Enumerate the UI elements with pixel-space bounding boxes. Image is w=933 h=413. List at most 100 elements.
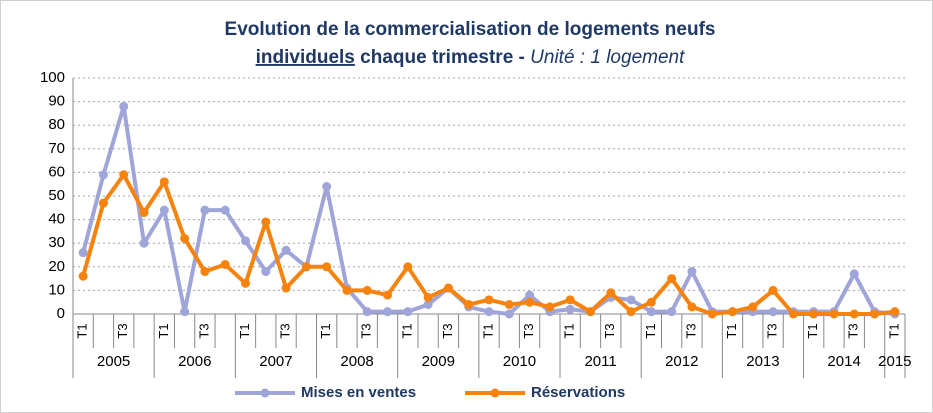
data-point xyxy=(200,205,210,215)
data-point xyxy=(849,269,859,279)
x-group-label: 2015 xyxy=(878,353,911,370)
y-tick-label: 20 xyxy=(48,258,65,275)
data-point xyxy=(728,307,738,317)
data-point xyxy=(139,208,149,218)
x-tick-label: T3 xyxy=(521,323,536,338)
data-point xyxy=(667,274,677,284)
x-group-label: 2013 xyxy=(746,353,779,370)
x-tick-label: T3 xyxy=(359,323,374,338)
x-group-label: 2012 xyxy=(665,353,698,370)
legend-marker xyxy=(260,388,270,398)
data-point xyxy=(687,302,697,312)
y-tick-label: 70 xyxy=(48,140,65,157)
data-point xyxy=(261,267,271,277)
x-tick-label: T1 xyxy=(886,323,901,338)
title-underlined: individuels xyxy=(256,47,355,68)
data-point xyxy=(98,198,108,208)
legend-label: Mises en ventes xyxy=(301,384,416,401)
data-point xyxy=(139,238,149,248)
data-point xyxy=(240,278,250,288)
data-point xyxy=(403,262,413,272)
x-tick-label: T3 xyxy=(846,323,861,338)
data-point xyxy=(870,309,880,319)
x-group-label: 2006 xyxy=(178,353,211,370)
data-point xyxy=(78,271,88,281)
data-point xyxy=(504,309,514,319)
x-tick-label: T3 xyxy=(765,323,780,338)
data-point xyxy=(281,245,291,255)
data-point xyxy=(159,205,169,215)
data-point xyxy=(403,307,413,317)
data-point xyxy=(565,304,575,314)
data-point xyxy=(484,295,494,305)
x-group-label: 2014 xyxy=(827,353,860,370)
x-tick-label: T3 xyxy=(196,323,211,338)
data-point xyxy=(220,205,230,215)
data-point xyxy=(281,283,291,293)
chart-title: Evolution de la commercialisation de log… xyxy=(225,19,716,40)
x-group-label: 2009 xyxy=(422,353,455,370)
data-point xyxy=(626,307,636,317)
x-tick-label: T3 xyxy=(278,323,293,338)
data-point xyxy=(849,309,859,319)
data-point xyxy=(646,297,656,307)
data-point xyxy=(383,290,393,300)
data-point xyxy=(383,307,393,317)
x-group-label: 2008 xyxy=(340,353,373,370)
data-point xyxy=(98,170,108,180)
legend-label: Réservations xyxy=(531,384,625,401)
data-point xyxy=(646,307,656,317)
x-group-label: 2011 xyxy=(584,353,616,370)
data-point xyxy=(504,300,514,310)
y-tick-label: 40 xyxy=(48,211,65,228)
x-tick-label: T1 xyxy=(318,323,333,338)
x-tick-label: T1 xyxy=(399,323,414,338)
x-tick-label: T1 xyxy=(75,323,90,338)
data-point xyxy=(667,307,677,317)
data-point xyxy=(829,309,839,319)
data-point xyxy=(626,295,636,305)
data-point xyxy=(606,288,616,298)
x-tick-label: T3 xyxy=(115,323,130,338)
data-point xyxy=(423,292,433,302)
data-point xyxy=(322,262,332,272)
data-point xyxy=(464,300,474,310)
data-point xyxy=(322,182,332,192)
data-point xyxy=(362,285,372,295)
chart-subtitle: individuels chaque trimestre - Unité : 1… xyxy=(256,47,685,68)
data-point xyxy=(525,297,535,307)
data-point xyxy=(809,309,819,319)
data-point xyxy=(362,307,372,317)
title-rest: chaque trimestre - xyxy=(360,47,525,68)
data-point xyxy=(443,283,453,293)
data-point xyxy=(423,300,433,310)
x-tick-label: T3 xyxy=(683,323,698,338)
x-tick-label: T3 xyxy=(440,323,455,338)
x-group-label: 2010 xyxy=(503,353,536,370)
x-tick-label: T1 xyxy=(156,323,171,338)
data-point xyxy=(788,309,798,319)
data-point xyxy=(119,101,129,111)
x-tick-label: T1 xyxy=(643,323,658,338)
x-tick-label: T1 xyxy=(724,323,739,338)
data-point xyxy=(890,307,900,317)
data-point xyxy=(748,302,758,312)
data-point xyxy=(261,217,271,227)
x-tick-label: T1 xyxy=(237,323,252,338)
y-tick-label: 30 xyxy=(48,234,65,251)
x-tick-label: T1 xyxy=(805,323,820,338)
y-tick-label: 50 xyxy=(48,187,65,204)
data-point xyxy=(342,285,352,295)
data-point xyxy=(768,285,778,295)
data-point xyxy=(240,236,250,246)
y-tick-label: 90 xyxy=(48,93,65,110)
data-point xyxy=(585,307,595,317)
x-tick-label: T3 xyxy=(602,323,617,338)
data-point xyxy=(301,262,311,272)
data-point xyxy=(484,307,494,317)
y-tick-label: 60 xyxy=(48,163,65,180)
data-point xyxy=(565,295,575,305)
x-tick-label: T1 xyxy=(480,323,495,338)
